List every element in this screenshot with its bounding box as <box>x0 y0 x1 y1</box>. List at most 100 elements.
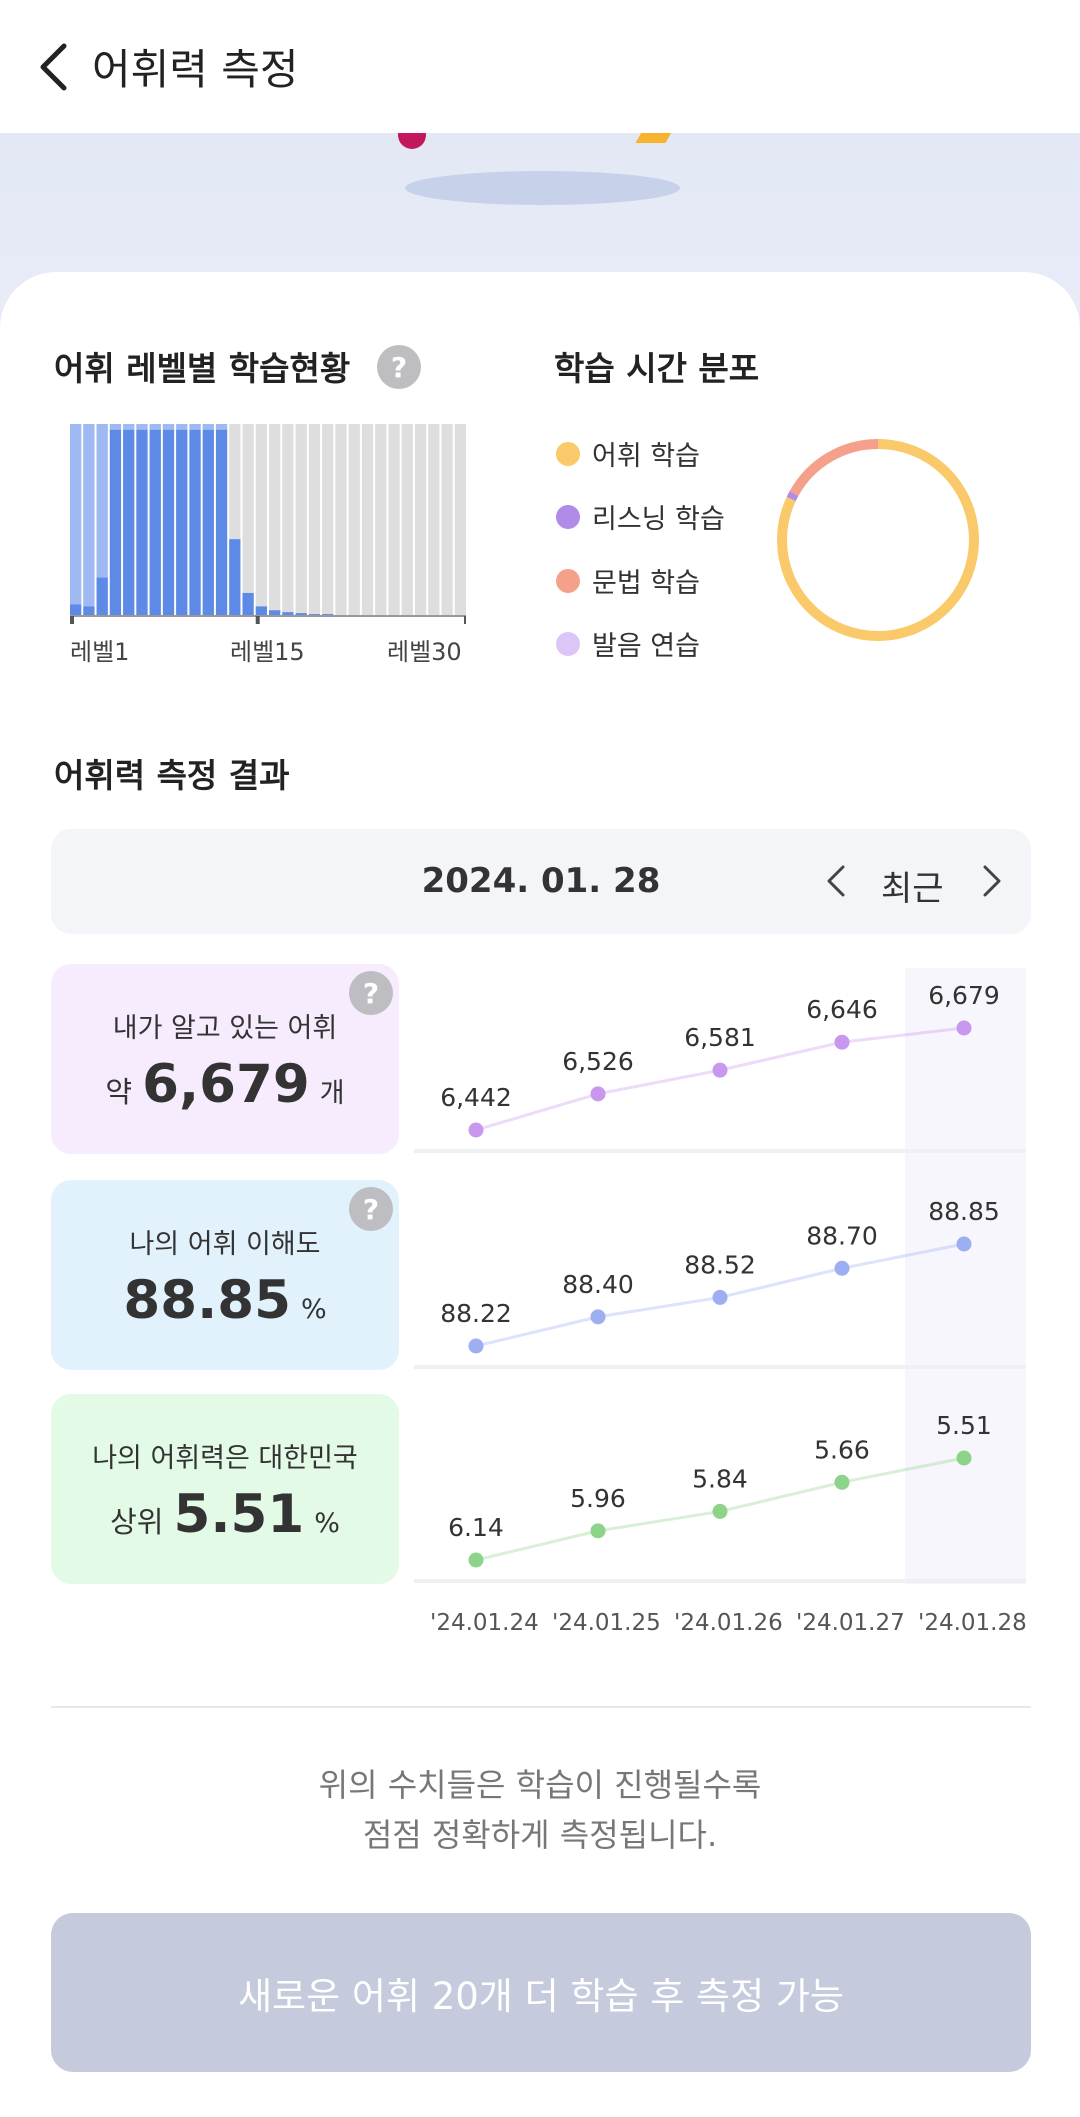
level-status-title: 어휘 레벨별 학습현황 <box>54 349 351 388</box>
trend-value-label: 88.52 <box>684 1250 756 1279</box>
known-words-value: 6,679 <box>142 1054 310 1115</box>
trend-value-label: 5.66 <box>814 1435 870 1464</box>
date-selector: 2024. 01. 28 최근 <box>51 829 1031 934</box>
latest-date-highlight <box>905 968 1026 1584</box>
trend-value-label: 6,442 <box>440 1083 512 1112</box>
x-axis-label: '24.01.25 <box>552 1610 661 1636</box>
level-bar-bg <box>441 424 453 616</box>
measurement-date: 2024. 01. 28 <box>421 861 661 901</box>
level-bar-mastered <box>83 606 95 616</box>
result-title: 어휘력 측정 결과 <box>54 756 290 795</box>
level-axis-label: 레벨15 <box>230 638 305 666</box>
trend-point <box>834 1474 850 1490</box>
comprehension-label: 나의 어휘 이해도 <box>129 1229 321 1260</box>
trend-value-label: 88.22 <box>440 1299 512 1328</box>
level-bar-mastered <box>136 429 148 616</box>
trend-value-label: 88.85 <box>928 1197 1000 1226</box>
x-axis-label: '24.01.28 <box>918 1610 1027 1636</box>
level-bar-mastered <box>282 612 294 616</box>
level-bar-mastered <box>189 429 201 616</box>
next-date-button[interactable] <box>972 855 1012 907</box>
level-bar-bg <box>348 424 360 616</box>
legend-label: 리스닝 학습 <box>592 504 725 535</box>
level-bar-bg <box>335 424 347 616</box>
x-axis-label: '24.01.26 <box>674 1610 783 1636</box>
level-axis-label: 레벨30 <box>387 638 462 666</box>
level-bar-mastered <box>215 429 228 616</box>
trend-value-label: 5.51 <box>936 1411 992 1440</box>
time-distribution-title: 학습 시간 분포 <box>554 349 760 388</box>
prev-date-button[interactable] <box>816 855 856 907</box>
trend-point <box>956 1236 972 1252</box>
donut-slice <box>777 439 979 641</box>
trend-point <box>956 1020 972 1036</box>
level-bar-bg <box>414 424 427 616</box>
level-bar-bg <box>454 424 466 616</box>
time-donut-chart <box>777 439 979 641</box>
level-bar-bg <box>322 424 334 616</box>
known-words-card: 내가 알고 있는 어휘 약 6,679 개 <box>51 964 399 1154</box>
known-words-unit: 개 <box>319 1078 345 1109</box>
hero-shadow <box>405 171 680 205</box>
level-help-icon[interactable]: ? <box>377 345 421 389</box>
rank-value: 5.51 <box>173 1484 305 1545</box>
legend-label: 문법 학습 <box>592 568 700 599</box>
legend-label: 어휘 학습 <box>592 441 700 472</box>
level-bar-mastered <box>295 613 307 616</box>
known-words-value-line: 약 6,679 개 <box>51 1054 399 1115</box>
hero-decoration <box>398 133 426 149</box>
recent-label: 최근 <box>881 869 944 909</box>
trend-value-label: 88.70 <box>806 1221 878 1250</box>
level-axis-tick <box>464 616 466 624</box>
back-button[interactable] <box>38 37 88 97</box>
level-bar-learning <box>189 424 201 430</box>
level-bar-bg <box>308 424 321 616</box>
divider <box>51 1706 1031 1708</box>
level-bar-learning <box>136 424 148 430</box>
comprehension-help-icon[interactable]: ? <box>349 1187 393 1231</box>
level-bar-learning <box>162 424 175 430</box>
known-words-help-icon[interactable]: ? <box>349 971 393 1015</box>
level-bar-learning <box>202 424 214 430</box>
level-axis-tick <box>70 616 74 624</box>
level-bar-mastered <box>70 604 82 616</box>
level-bar-mastered <box>162 429 175 616</box>
trend-value-label: 88.40 <box>562 1270 634 1299</box>
trend-point <box>712 1503 728 1519</box>
trend-point <box>590 1086 606 1102</box>
trend-value-label: 6.14 <box>448 1513 504 1542</box>
footer-note-line1: 위의 수치들은 학습이 진행될수록 <box>318 1766 762 1804</box>
level-bar-mastered <box>242 592 254 616</box>
level-bar-bg <box>229 424 241 616</box>
level-bar-mastered <box>269 610 281 616</box>
app-header: 어휘력 측정 <box>0 0 1080 133</box>
rank-trend-chart: 6.14 5.96 5.84 5.66 5.51 <box>414 1411 1026 1583</box>
trend-value-label: 5.96 <box>570 1484 626 1513</box>
measure-button[interactable]: 새로운 어휘 20개 더 학습 후 측정 가능 <box>51 1913 1031 2072</box>
level-bar-mastered <box>229 539 241 616</box>
level-bar-mastered <box>96 577 108 616</box>
known-words-trend-chart: 6,442 6,526 6,581 6,646 6,679 <box>414 981 1026 1153</box>
level-axis-tick <box>255 616 260 624</box>
level-bar-bg <box>375 424 387 616</box>
trend-point <box>590 1523 606 1539</box>
legend-dot <box>556 441 580 466</box>
level-bar-mastered <box>202 429 214 616</box>
trend-point <box>834 1034 850 1050</box>
level-bar-bg <box>428 424 440 616</box>
rank-prefix: 상위 <box>110 1505 164 1539</box>
trend-point <box>712 1062 728 1078</box>
chevron-left-icon <box>40 43 67 90</box>
x-axis-label: '24.01.27 <box>796 1610 905 1636</box>
chevron-left-icon <box>827 865 845 897</box>
level-bar-mastered <box>123 429 135 616</box>
legend-item-vocab: 어휘 학습 <box>556 434 700 473</box>
legend-dot <box>556 631 580 656</box>
page-title: 어휘력 측정 <box>92 45 299 94</box>
rank-label: 나의 어휘력은 대한민국 <box>92 1443 358 1474</box>
comprehension-card: 나의 어휘 이해도 88.85 % <box>51 1180 399 1370</box>
level-bar-bg <box>388 424 400 616</box>
level-bar-bg <box>361 424 374 616</box>
level-bar-bg <box>401 424 413 616</box>
trend-value-label: 5.84 <box>692 1464 748 1493</box>
